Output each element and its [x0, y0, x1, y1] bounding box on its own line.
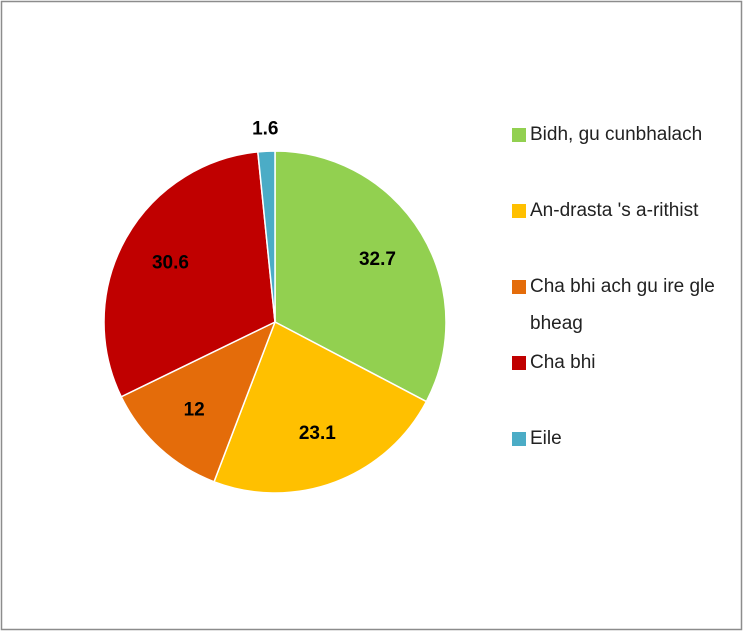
legend-item: Cha bhi ach gu ire gle bheag: [510, 268, 730, 344]
legend-label: Bidh, gu cunbhalach: [530, 124, 703, 145]
legend-label: Cha bhi: [530, 352, 596, 373]
legend-label: Cha bhi ach gu ire gle bheag: [530, 276, 715, 334]
legend-label: Eile: [530, 428, 562, 449]
data-label: 1.6: [252, 118, 278, 139]
data-label: 12: [184, 399, 205, 420]
data-label: 32.7: [359, 249, 396, 270]
pie-slice: [120, 320, 277, 483]
legend-label: An-drasta 's a-rithist: [530, 200, 699, 221]
legend-item: Eile: [510, 420, 730, 496]
legend-item: An-drasta 's a-rithist: [510, 192, 730, 268]
data-label: 30.6: [152, 253, 189, 274]
pie-slice: [213, 320, 428, 494]
legend: Bidh, gu cunbhalach An-drasta 's a-rithis…: [510, 116, 730, 496]
legend-item: Cha bhi: [510, 344, 730, 420]
legend-swatch: [512, 432, 526, 446]
pie-slice: [257, 150, 276, 323]
legend-swatch: [512, 356, 526, 370]
data-label: 23.1: [299, 423, 336, 444]
legend-swatch: [512, 204, 526, 218]
legend-item: Bidh, gu cunbhalach: [510, 116, 730, 192]
legend-swatch: [512, 128, 526, 142]
legend-swatch: [512, 280, 526, 294]
pie-slice: [274, 150, 447, 403]
pie-slice: [103, 151, 276, 398]
